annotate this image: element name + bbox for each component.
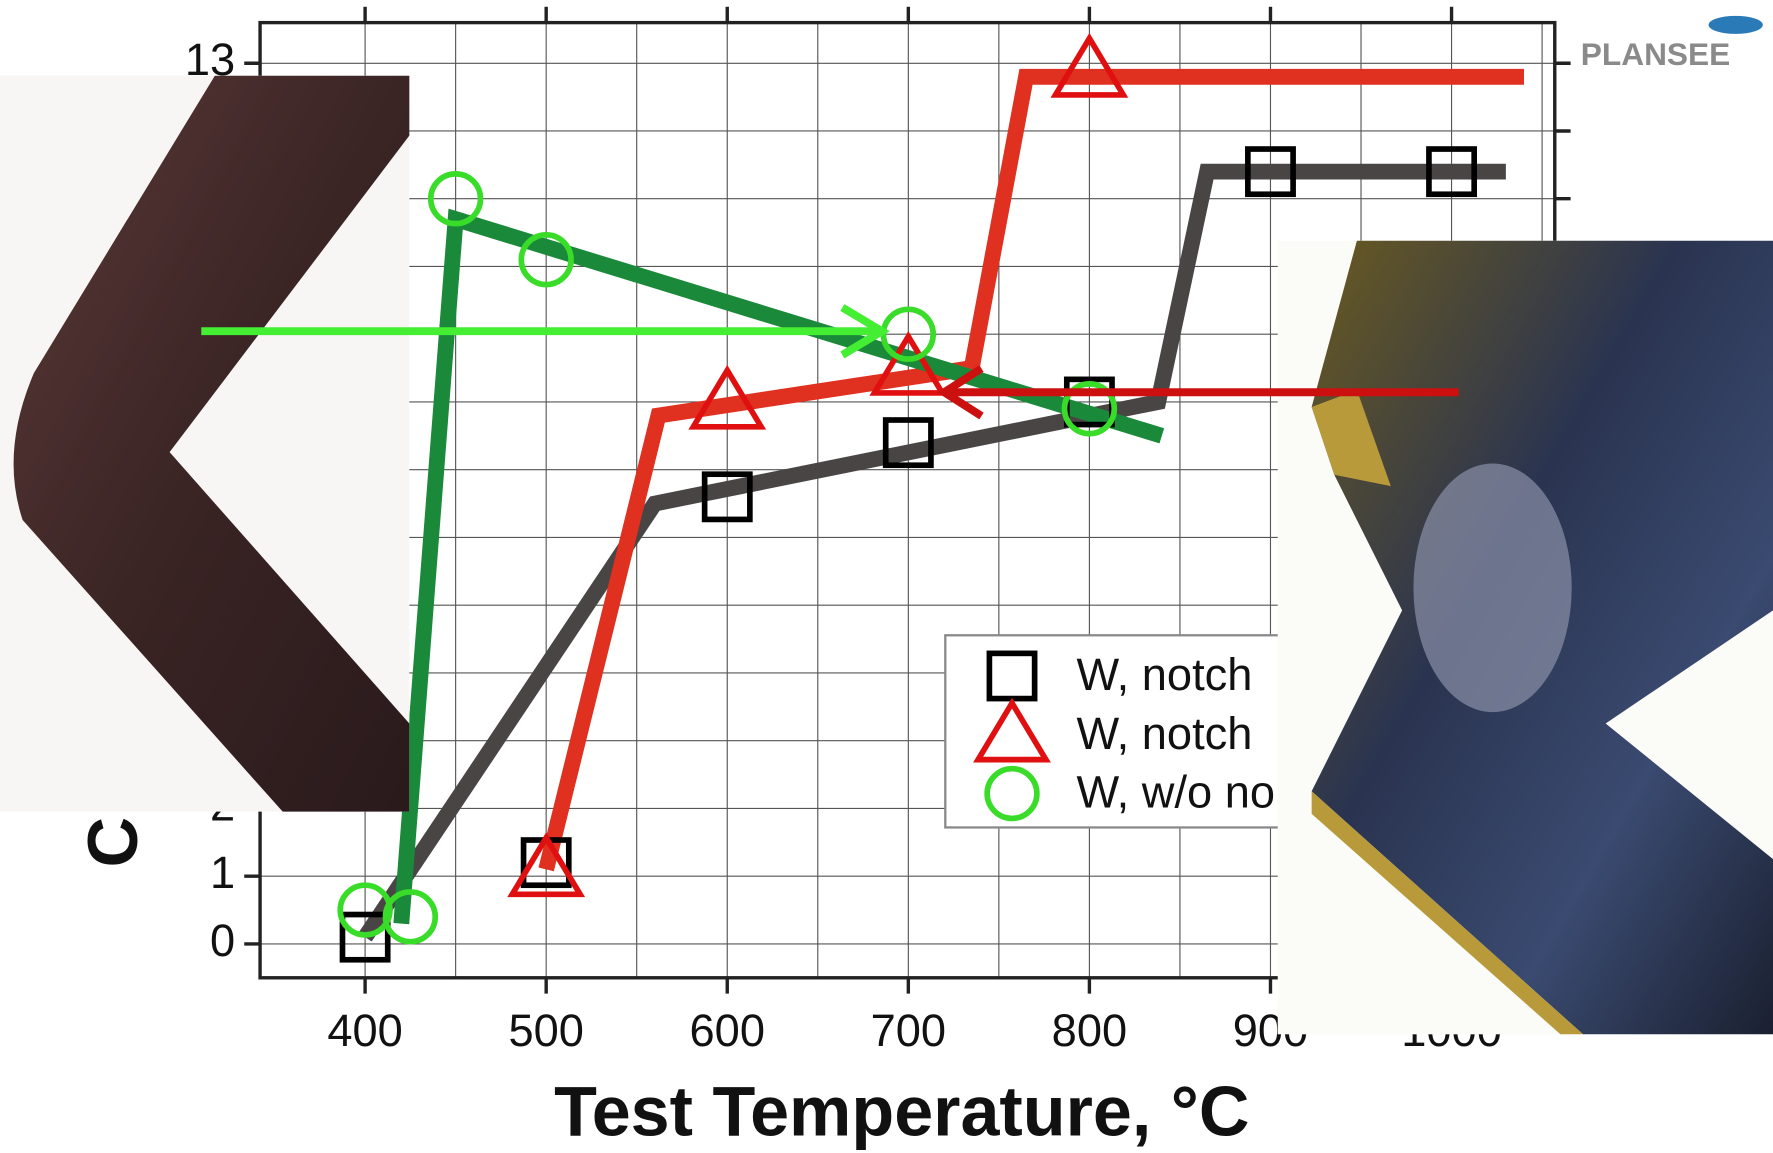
- logo: PLANSEE: [1581, 16, 1763, 72]
- y-axis-label: C: [74, 817, 152, 868]
- fracture-surface: [1413, 463, 1571, 712]
- x-tick-label: 800: [1052, 1005, 1127, 1056]
- y-tick-label: 0: [210, 915, 235, 966]
- logo-mark: [1709, 16, 1763, 34]
- chart: 4005006007008009001000012345678910111213…: [0, 0, 1773, 1153]
- photos: [0, 76, 1773, 1035]
- x-tick-label: 400: [327, 1005, 402, 1056]
- legend-label: W, notch: [1076, 649, 1252, 700]
- x-axis-label: Test Temperature, °C: [554, 1072, 1249, 1150]
- legend-label: W, notch: [1076, 708, 1252, 759]
- x-tick-label: 700: [871, 1005, 946, 1056]
- x-tick-label: 600: [690, 1005, 765, 1056]
- x-tick-label: 500: [508, 1005, 583, 1056]
- logo-text: PLANSEE: [1581, 36, 1730, 72]
- y-tick-label: 1: [210, 847, 235, 898]
- legend-label: W, w/o no: [1076, 767, 1275, 818]
